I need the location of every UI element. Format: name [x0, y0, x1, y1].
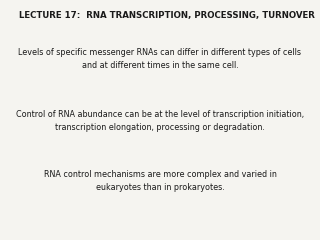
Text: RNA control mechanisms are more complex and varied in
eukaryotes than in prokary: RNA control mechanisms are more complex … [44, 170, 276, 192]
Text: Control of RNA abundance can be at the level of transcription initiation,
transc: Control of RNA abundance can be at the l… [16, 110, 304, 132]
Text: Levels of specific messenger RNAs can differ in different types of cells
and at : Levels of specific messenger RNAs can di… [19, 48, 301, 70]
Text: LECTURE 17:  RNA TRANSCRIPTION, PROCESSING, TURNOVER: LECTURE 17: RNA TRANSCRIPTION, PROCESSIN… [19, 11, 315, 20]
